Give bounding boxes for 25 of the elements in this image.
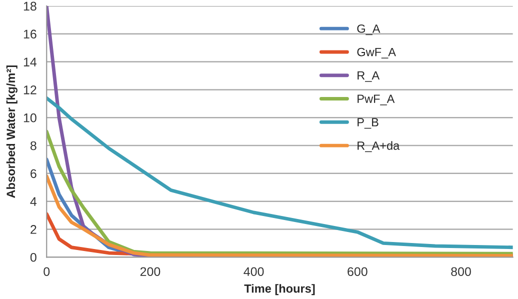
x-axis-title: Time [hours]: [244, 284, 315, 296]
x-tick-label: 400: [244, 267, 264, 276]
legend-label: G_A: [357, 24, 380, 36]
legend-label: R_A+da: [358, 141, 400, 152]
x-tick-label: 600: [348, 267, 368, 276]
legend-label: PwF_A: [358, 94, 395, 106]
x-tick-label: 0: [44, 267, 50, 276]
y-tick-label: 4: [30, 197, 37, 206]
y-tick-label: 0: [30, 252, 36, 262]
y-tick-label: 2: [30, 225, 36, 234]
y-tick-label: 8: [30, 141, 36, 150]
legend-label: R_A: [358, 71, 380, 82]
y-tick-label: 10: [24, 113, 36, 122]
line-series: [46, 96, 513, 250]
y-tick-label: 14: [24, 58, 37, 66]
legend-label: GwF_A: [357, 48, 396, 58]
y-tick-label: 6: [30, 169, 36, 178]
y-tick-label: 18: [24, 2, 36, 11]
legend-label: P_B: [358, 118, 378, 129]
x-tick-label: 800: [451, 267, 471, 276]
y-tick-label: 16: [24, 30, 36, 39]
y-tick-label: 12: [24, 86, 36, 94]
x-tick-label: 200: [140, 267, 160, 276]
y-axis-title: Absorbed Water [kg/m²]: [6, 66, 18, 198]
line-series: [46, 130, 513, 256]
